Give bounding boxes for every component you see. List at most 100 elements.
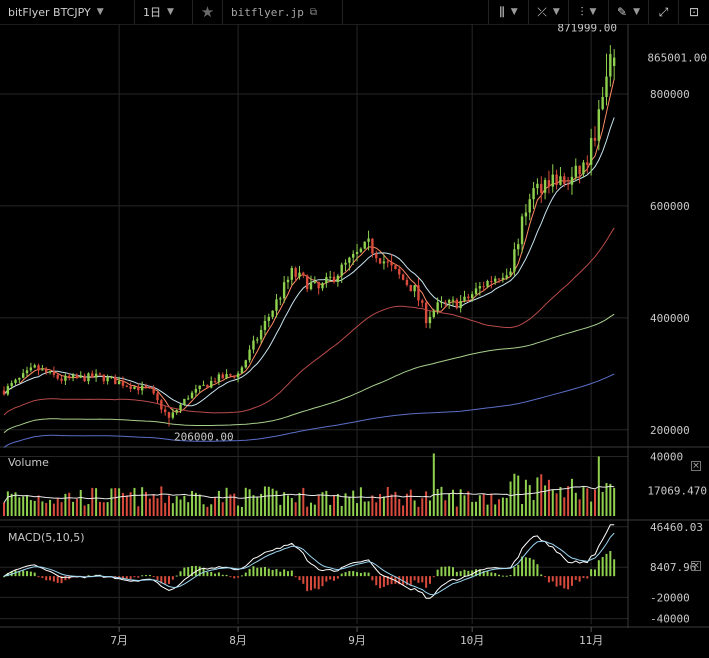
volume-bar xyxy=(263,486,266,516)
candle xyxy=(405,277,409,287)
candle xyxy=(467,293,470,303)
volume-bar xyxy=(455,506,458,516)
volume-bar xyxy=(494,504,497,516)
interval-label: 1日 xyxy=(143,6,161,19)
volume-bar xyxy=(91,487,94,516)
candle-body xyxy=(129,386,132,389)
candle xyxy=(48,370,52,375)
candle xyxy=(344,259,347,272)
candle xyxy=(482,281,485,292)
macd-histogram-bar xyxy=(29,571,32,577)
volume-bar xyxy=(459,489,462,516)
macd-histogram-bar xyxy=(187,567,190,577)
candle xyxy=(275,294,278,318)
volume-bar xyxy=(471,501,474,516)
macd-histogram-bar xyxy=(609,551,612,577)
macd-histogram-bar xyxy=(505,575,508,577)
candle-body xyxy=(509,271,512,276)
last-price-label: 865001.00 xyxy=(647,52,707,65)
macd-histogram-bar xyxy=(317,576,320,590)
candle xyxy=(547,170,551,194)
volume-bar xyxy=(294,502,297,516)
candle-body xyxy=(474,288,478,295)
volume-bar xyxy=(371,495,374,516)
fullscreen-button[interactable]: ⤢ xyxy=(649,0,679,24)
candle-body xyxy=(505,275,508,278)
chart-type-button[interactable]: ⫼ ▼ xyxy=(489,0,529,24)
candle-body xyxy=(236,373,240,378)
volume-bar xyxy=(582,487,585,516)
volume-bar xyxy=(3,502,5,516)
volume-ma-line xyxy=(3,485,615,503)
favorite-star-icon[interactable]: ★ xyxy=(193,0,223,24)
volume-bar xyxy=(248,489,251,516)
macd-histogram-bar xyxy=(286,571,289,577)
candle xyxy=(267,313,270,328)
candle xyxy=(198,385,201,393)
volume-bar xyxy=(237,505,240,516)
volume-bar xyxy=(398,499,401,516)
candlesticks xyxy=(2,45,616,427)
candle xyxy=(156,391,159,404)
volume-bar xyxy=(394,491,397,516)
chart-snapshot-icon: ⊡ xyxy=(688,5,700,19)
chart-canvas[interactable]: 800000 600000 400000 200000 865001.00 871999.… xyxy=(0,24,709,658)
chevron-down-icon: ▼ xyxy=(510,7,518,17)
volume-bar xyxy=(10,493,13,516)
volume-bar xyxy=(217,490,220,516)
candle-body xyxy=(336,275,340,282)
candle-body xyxy=(79,375,82,378)
volume-bar xyxy=(22,496,25,516)
macd-histogram-bar xyxy=(586,576,589,579)
macd-histogram-bar xyxy=(509,575,512,577)
volume-close-icon[interactable]: × xyxy=(691,461,701,471)
volume-bar xyxy=(283,492,286,516)
macd-histogram-bar xyxy=(221,574,224,577)
ma-slow-line xyxy=(3,227,615,416)
macd-close-icon[interactable]: × xyxy=(691,561,701,571)
candle xyxy=(494,275,497,285)
volume-bar xyxy=(317,494,320,516)
symbol-selector[interactable]: bitFlyer BTCJPY ▼ xyxy=(0,0,135,24)
volume-bar xyxy=(6,491,9,516)
macd-histogram-bar xyxy=(551,576,554,582)
candle xyxy=(309,275,313,291)
candle-body xyxy=(321,283,324,289)
macd-histogram-bar xyxy=(252,566,255,577)
volume-bar xyxy=(340,505,343,516)
candle-body xyxy=(148,387,152,389)
macd-histogram-bar xyxy=(574,576,577,580)
compare-button[interactable]: ⫶ ▼ xyxy=(569,0,609,24)
snapshot-button[interactable]: ⊡ xyxy=(679,0,709,24)
candle-body xyxy=(436,302,439,311)
macd-histogram-bar xyxy=(390,576,393,585)
volume-bar xyxy=(141,487,144,516)
candle xyxy=(371,238,374,258)
volume-bar xyxy=(194,492,197,516)
indicator-icon: ⤫ xyxy=(537,4,547,19)
candle-body xyxy=(83,375,86,382)
site-link[interactable]: bitflyer.jp ⧉ xyxy=(223,0,343,24)
candle xyxy=(605,53,608,106)
candle xyxy=(152,385,155,395)
macd-histogram-bar xyxy=(229,576,232,578)
candle-body xyxy=(121,381,125,386)
volume-bar xyxy=(382,496,385,516)
candle-body xyxy=(563,176,566,184)
macd-histogram-bar xyxy=(244,572,247,577)
candle xyxy=(175,409,178,415)
high-price-label: 871999.00 xyxy=(557,24,617,35)
volume-bar xyxy=(544,485,547,516)
candle-body xyxy=(528,199,531,213)
chevron-down-icon: ▼ xyxy=(589,7,597,17)
candle-body xyxy=(589,138,593,165)
candle xyxy=(259,325,263,344)
macd-histogram-bar xyxy=(417,576,420,583)
volume-bar xyxy=(95,488,98,516)
indicators-button[interactable]: ⤫ ▼ xyxy=(529,0,569,24)
interval-selector[interactable]: 1日 ▼ xyxy=(135,0,193,24)
candle xyxy=(64,373,67,385)
candle-body xyxy=(37,365,40,371)
candle-body xyxy=(470,294,474,299)
drawing-tools-button[interactable]: ✎ ▼ xyxy=(609,0,649,24)
